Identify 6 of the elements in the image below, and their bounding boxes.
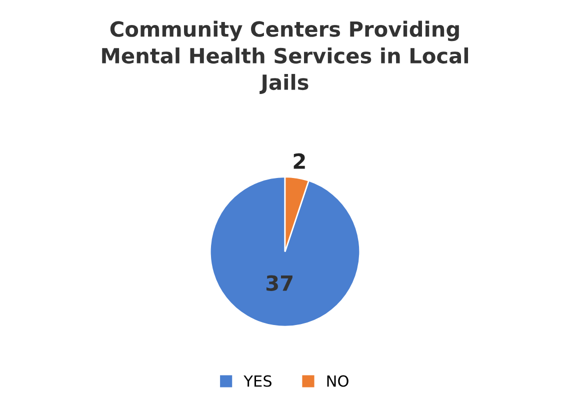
pie-slice bbox=[209, 176, 361, 328]
legend-label: NO bbox=[327, 375, 348, 387]
data-label: 37 bbox=[266, 275, 292, 291]
chart-title: Community Centers Providing Mental Health Services in Local Jails bbox=[102, 20, 468, 94]
legend-label: YES bbox=[244, 375, 272, 387]
data-label: 2 bbox=[294, 153, 305, 169]
